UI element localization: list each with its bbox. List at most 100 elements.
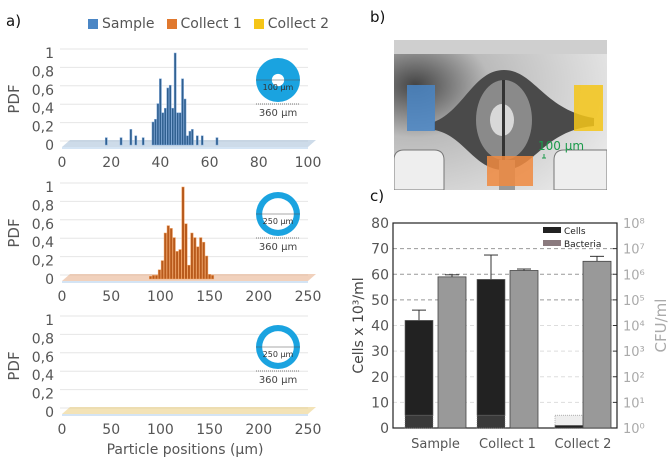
y2-axis-label: CFU/ml [652,299,670,353]
histogram-bar [202,241,206,280]
histogram-bar [183,98,187,146]
histogram-bar [163,232,167,280]
inner-diameter-label: 100 µm [263,83,294,92]
histogram-bar [141,137,145,146]
y2-tick-label: 10⁵ [623,294,645,309]
y-tick-label: 0,6 [32,217,54,233]
y2-tick-label: 10⁶ [623,268,645,283]
histogram-bar [186,135,189,146]
histogram-bar [184,223,188,280]
x-tick-label: 150 [196,289,223,305]
legend-label: Collect 1 [180,16,242,32]
x-tick-label: 250 [295,289,322,305]
y-tick-label: 0,2 [32,254,54,270]
histogram-bar [134,135,138,146]
histogram-bar [187,264,191,280]
y-tick-label: 0 [45,405,54,421]
y2-tick-label: 10¹ [623,396,645,411]
histogram-bar [149,275,153,280]
y-axis-label: Cells x 10³/ml [351,277,367,373]
histogram-bar [188,130,192,146]
cells-bacteria-bar-chart: 0 10⁰ 10 10¹ 20 10² 30 10³ 40 10⁴ 50 10⁵ 60 10⁶ 70 10⁷ 8… [351,216,670,452]
legend-swatch [88,19,98,29]
y-tick-label: 60 [371,267,389,283]
y-tick-label: 0,8 [32,64,54,80]
histogram-2: 0 0,2 0,4 0,6 0,8 1 PDF 0 50 100 150 200 250 250 µm 36… [5,180,321,305]
histogram-bar [168,84,172,146]
x-tick-label: 200 [245,422,272,438]
x-tick-label: 50 [102,289,120,305]
histogram-bar [181,186,185,280]
y-tick-label: 40 [371,319,389,335]
y-tick-label: 1 [45,313,54,329]
collect-1-outlet-marker [487,156,533,186]
y2-tick-label: 10⁸ [623,217,645,232]
x-tick-label: 60 [201,155,219,171]
y2-tick-label: 10⁷ [623,243,645,258]
y-tick-label: 0,6 [32,83,54,99]
histogram-bar [178,112,182,146]
y2-tick-label: 10³ [623,345,645,360]
histogram-bar [156,103,160,146]
x-tick-label: 100 [295,155,322,171]
y2-tick-label: 10⁰ [623,422,645,437]
microscope-image: 100 µm [394,40,607,190]
x-tick-label: 250 [295,422,322,438]
hatched-base [404,414,434,429]
y-axis-label: PDF [5,218,23,247]
y-tick-label: 0 [380,421,389,437]
histogram-bar [159,78,162,146]
histogram-bar [169,228,173,280]
y-tick-label: 0,6 [32,350,54,366]
histogram-1: 0 0,2 0,4 0,6 0,8 1 PDF 0 20 40 60 80 100 100 µm 360 µ… [5,46,321,171]
category-label: Collect 2 [555,437,612,452]
histogram-bar [161,112,165,146]
panel-label-b: b) [370,8,386,26]
collect-2-outlet-marker [574,85,603,131]
x-tick-label: 0 [58,289,67,305]
histogram-bar [164,107,167,146]
histogram-bar [173,52,177,146]
histogram-bar [190,232,194,280]
legend-swatch [253,19,264,29]
inner-diameter-label: 250 µm [263,350,294,359]
outer-diameter-label: 360 µm [259,108,297,119]
histogram-bar [154,275,158,280]
y-tick-label: 30 [371,344,389,360]
histogram-bar [104,137,108,146]
x-tick-label: 0 [58,155,67,171]
legend-label-cells: Cells [564,227,586,237]
y-tick-label: 80 [371,216,389,232]
histogram-bar [200,135,204,146]
y-tick-label: 70 [371,242,389,258]
histogram-bar [172,237,176,280]
panel-label-c: c) [370,187,385,205]
outer-diameter-label: 360 µm [259,242,297,253]
y-tick-label: 0,4 [32,368,54,384]
histogram-bar [166,87,170,146]
histogram-bar [175,251,179,280]
histogram-bar [151,121,155,146]
histogram-bar [208,274,212,280]
legend-swatch [166,19,177,29]
legend-swatch-cells [543,227,561,233]
y-tick-label: 10 [371,395,389,411]
y-axis-label: PDF [5,84,23,113]
y-tick-label: 20 [371,370,389,386]
legend-item-sample: Sample [88,16,155,32]
y-tick-label: 0,4 [32,101,54,117]
cells-bar [404,320,434,416]
histogram-bar [152,275,156,280]
histogram-bar [199,237,203,280]
legend-label: Sample [102,16,155,32]
legend-item-collect-2: Collect 2 [253,16,329,32]
inner-diameter-label: 250 µm [263,217,294,226]
histogram-bar [196,135,199,146]
legend-label-bacteria: Bacteria [564,240,601,250]
panel-label-a: a) [6,12,22,30]
histogram-bar [211,275,215,280]
histogram-bar [191,129,194,146]
histogram-bar [171,107,174,146]
histogram-bar [129,129,133,146]
x-tick-label: 40 [151,155,169,171]
